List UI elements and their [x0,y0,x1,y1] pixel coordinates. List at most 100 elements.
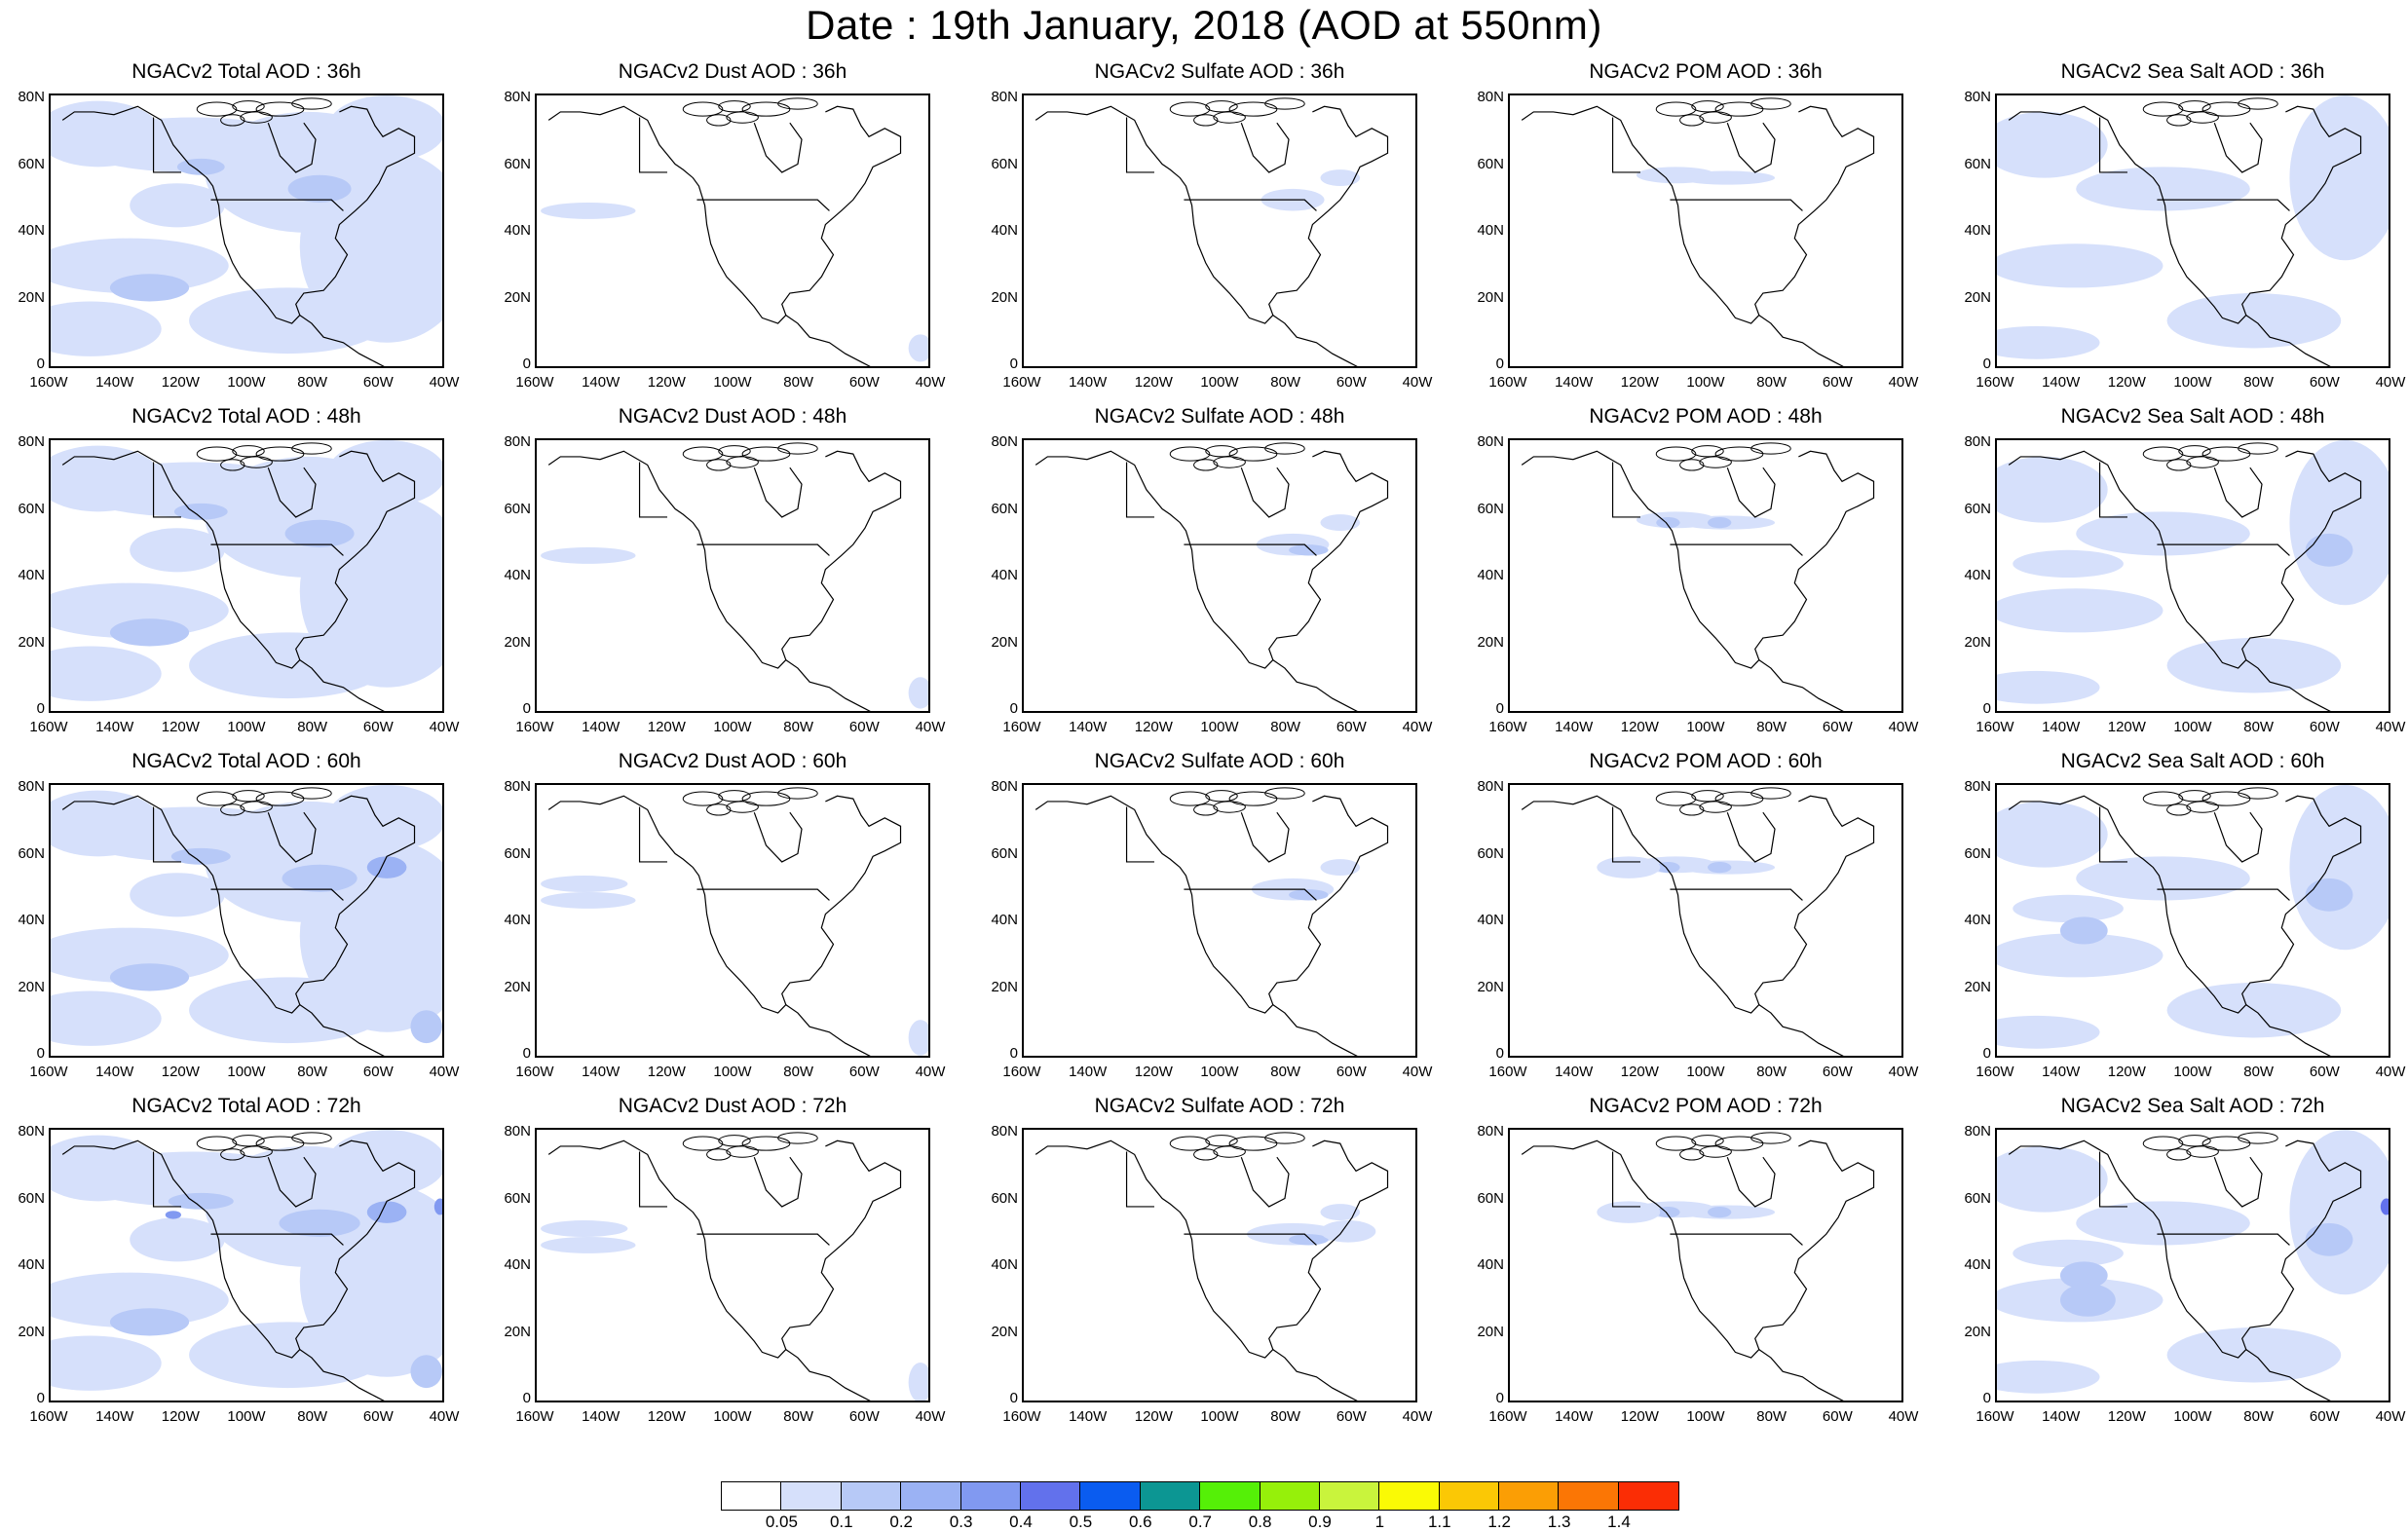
lat-tick-label: 0 [522,1045,531,1062]
aod-plume [1997,111,2108,178]
coastline [1184,200,1316,210]
lon-tick-label: 40W [1402,1064,1433,1080]
coastline [1127,118,1154,172]
arctic-island [1751,443,1791,454]
lat-tick-label: 40N [504,1256,531,1273]
coastline [2246,1005,2337,1058]
colorbar-swatch [1439,1482,1500,1510]
map-frame [1022,1128,1417,1402]
aod-plume [109,274,190,302]
lon-tick-label: 140W [2042,1408,2081,1425]
arctic-island [1680,460,1704,470]
lat-tick-label: 0 [36,1045,45,1062]
coastline [1670,544,1802,555]
arctic-island [1692,1136,1723,1146]
lon-tick-label: 80W [1756,719,1787,735]
lat-tick-label: 20N [18,978,45,995]
lat-tick-label: 60N [18,1189,45,1207]
lat-tick-label: 0 [36,355,45,372]
aod-plume [541,1236,636,1253]
panel-title: NGACv2 Sea Salt AOD : 36h [2060,60,2325,83]
aod-plume [327,95,442,162]
lon-tick-label: 140W [95,1064,134,1080]
lat-tick-label: 0 [1009,1390,1018,1406]
aod-plume [1708,1206,1732,1218]
arctic-island [256,792,304,805]
coastline [210,200,343,210]
lon-tick-label: 80W [783,1408,814,1425]
aod-map [1510,440,1903,713]
aod-plume [189,1322,388,1389]
lon-tick-label: 120W [647,1408,686,1425]
lat-tick-label: 40N [504,222,531,239]
colorbar-swatch [901,1482,961,1510]
lon-tick-label: 140W [582,1064,621,1080]
colorbar-swatch [1020,1482,1081,1510]
aod-plume [1997,1015,2100,1049]
map-frame [49,438,444,713]
lon-tick-label: 120W [161,719,200,735]
aod-plume [282,864,357,892]
arctic-island [256,447,304,461]
lon-tick-label: 140W [1555,719,1594,735]
aod-plume [1997,670,2100,704]
coastline [1273,316,1364,368]
arctic-island [292,788,332,799]
lat-tick-label: 60N [991,155,1018,172]
aod-plume [2305,533,2353,567]
arctic-island [2179,1136,2210,1146]
arctic-island [1656,792,1696,805]
lat-tick-label: 60N [504,500,531,517]
lon-tick-label: 160W [29,719,68,735]
arctic-island [2143,102,2183,116]
arctic-island [1680,804,1704,815]
lat-tick-label: 20N [1964,1323,1991,1340]
arctic-island [1170,102,1210,116]
lat-tick-label: 40N [991,567,1018,583]
lat-tick-label: 0 [1009,700,1018,717]
map-frame [1022,438,1417,713]
aod-map [537,440,928,713]
coastline [1759,1350,1850,1402]
lat-tick-label: 60N [1477,1189,1504,1207]
aod-plume [1997,933,2163,978]
arctic-island [1265,443,1305,454]
arctic-island [2167,804,2191,815]
arctic-island [1170,792,1210,805]
lon-tick-label: 80W [2243,1064,2275,1080]
aod-plume [2013,894,2124,922]
lat-tick-label: 0 [522,700,531,717]
arctic-island [778,788,818,799]
map-frame [1508,438,1903,713]
colorbar-label: 0.5 [1069,1513,1093,1531]
lon-tick-label: 80W [2243,1408,2275,1425]
aod-plume [327,785,442,851]
coastline [1759,1005,1850,1058]
lon-tick-label: 140W [95,1408,134,1425]
coastline [1184,889,1316,900]
aod-plume [1597,1201,1661,1223]
arctic-island [2167,1149,2191,1160]
arctic-island [241,802,272,812]
lat-tick-label: 0 [1009,355,1018,372]
lon-tick-label: 60W [1336,1064,1367,1080]
coastline [154,1152,181,1207]
aod-plume [1997,1145,2108,1213]
lat-tick-label: 80N [1964,778,1991,795]
arctic-island [1656,447,1696,461]
coastline [1522,796,1873,1013]
arctic-island [1214,457,1245,467]
aod-plume [165,1211,181,1219]
lon-tick-label: 120W [2107,719,2146,735]
arctic-island [1206,1136,1237,1146]
coastline [1127,1152,1154,1207]
map-panel-pom-3: NGACv2 POM AOD : 72h 80N 60N 40N 20N 0 160W 140… [1459,1095,1937,1439]
lat-tick-label: 40N [18,1256,45,1273]
coastline [268,123,316,172]
lon-tick-label: 80W [1756,374,1787,391]
lat-tick-label: 20N [1477,633,1504,651]
arctic-island [221,1149,245,1160]
map-frame [1508,1128,1903,1402]
coastline [2100,463,2127,517]
arctic-island [2239,98,2278,109]
